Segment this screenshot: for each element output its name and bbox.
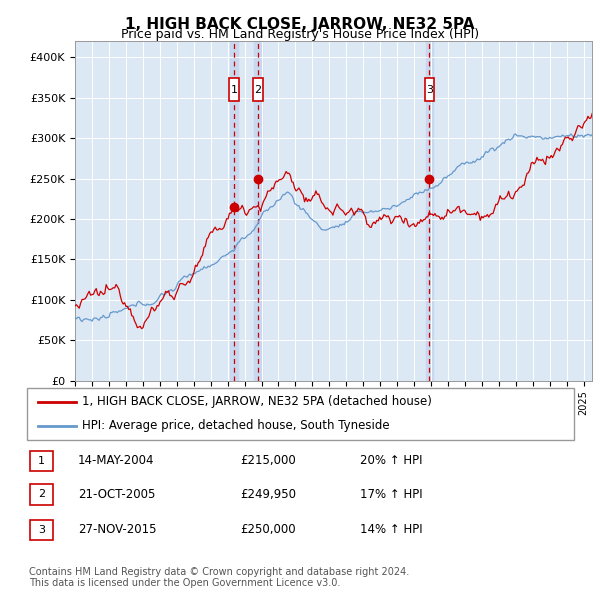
Text: 1: 1 <box>230 85 238 95</box>
Text: HPI: Average price, detached house, South Tyneside: HPI: Average price, detached house, Sout… <box>82 419 389 432</box>
Text: Contains HM Land Registry data © Crown copyright and database right 2024.: Contains HM Land Registry data © Crown c… <box>29 567 409 577</box>
Bar <box>254 41 262 381</box>
Text: 1: 1 <box>38 456 45 466</box>
Text: Price paid vs. HM Land Registry's House Price Index (HPI): Price paid vs. HM Land Registry's House … <box>121 28 479 41</box>
Bar <box>425 41 433 381</box>
Text: 2: 2 <box>38 490 45 499</box>
Text: 1, HIGH BACK CLOSE, JARROW, NE32 5PA (detached house): 1, HIGH BACK CLOSE, JARROW, NE32 5PA (de… <box>82 395 431 408</box>
Text: £215,000: £215,000 <box>240 454 296 467</box>
Text: 27-NOV-2015: 27-NOV-2015 <box>78 523 157 536</box>
Text: £249,950: £249,950 <box>240 488 296 501</box>
FancyBboxPatch shape <box>253 78 263 101</box>
Text: 14% ↑ HPI: 14% ↑ HPI <box>360 523 422 536</box>
Text: 1, HIGH BACK CLOSE, JARROW, NE32 5PA: 1, HIGH BACK CLOSE, JARROW, NE32 5PA <box>125 17 475 31</box>
Text: 3: 3 <box>426 85 433 95</box>
Text: £250,000: £250,000 <box>240 523 296 536</box>
Text: 2: 2 <box>254 85 262 95</box>
Text: 3: 3 <box>38 525 45 535</box>
FancyBboxPatch shape <box>229 78 239 101</box>
Text: 21-OCT-2005: 21-OCT-2005 <box>78 488 155 501</box>
Text: This data is licensed under the Open Government Licence v3.0.: This data is licensed under the Open Gov… <box>29 578 340 588</box>
Text: 14-MAY-2004: 14-MAY-2004 <box>78 454 155 467</box>
Text: 17% ↑ HPI: 17% ↑ HPI <box>360 488 422 501</box>
FancyBboxPatch shape <box>425 78 434 101</box>
Bar <box>230 41 238 381</box>
Text: 20% ↑ HPI: 20% ↑ HPI <box>360 454 422 467</box>
